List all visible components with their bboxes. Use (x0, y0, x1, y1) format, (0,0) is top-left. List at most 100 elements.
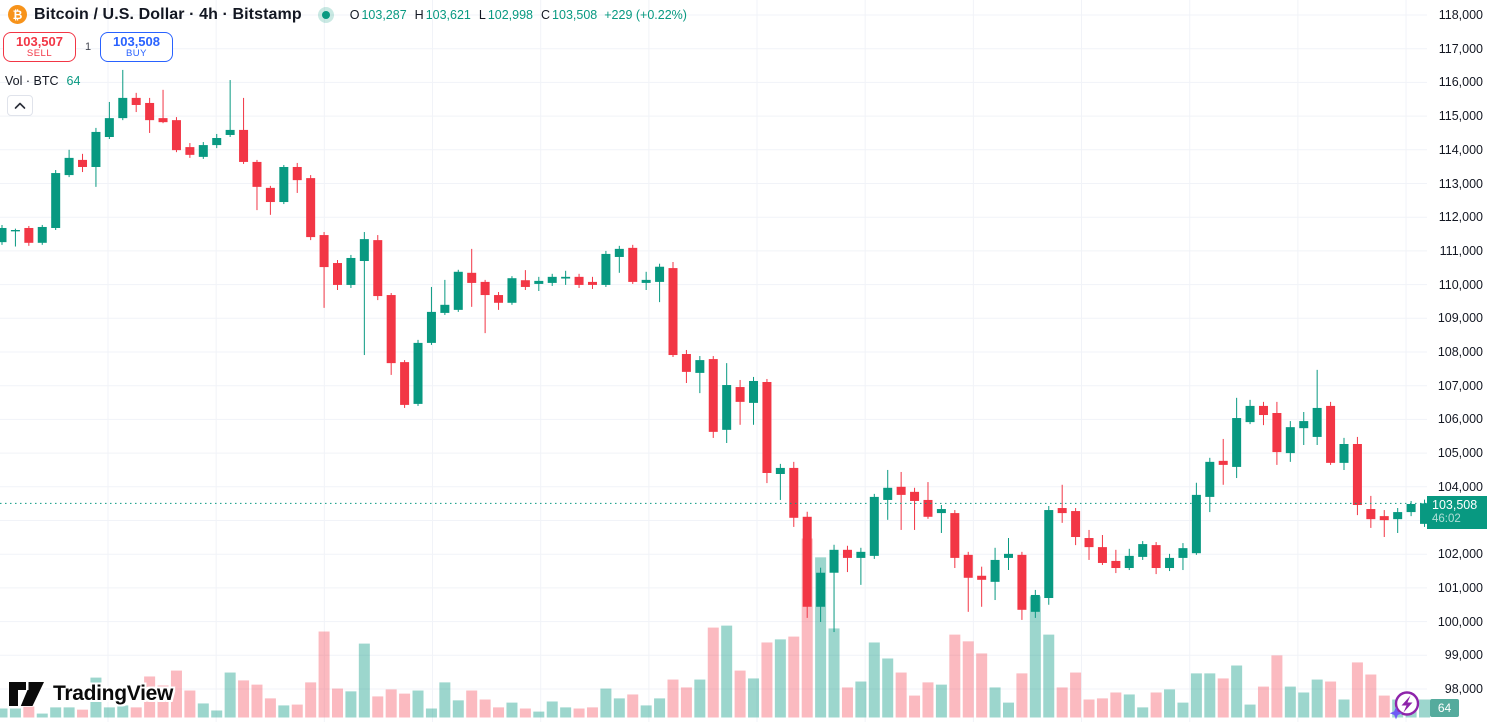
candle-body (453, 271, 463, 310)
volume-bar (318, 631, 330, 718)
candle-body (1097, 547, 1107, 563)
buy-button[interactable]: 103,508 BUY (100, 32, 173, 62)
price-tick-label: 115,000 (1438, 109, 1483, 124)
candle-body (440, 304, 450, 313)
candle-body (91, 131, 101, 167)
volume-bar (103, 707, 115, 718)
volume-bar (748, 678, 760, 718)
candle-body (681, 354, 691, 372)
price-tick-label: 109,000 (1437, 311, 1483, 326)
volume-bar (224, 672, 236, 718)
volume-bar (1217, 678, 1229, 718)
tradingview-logo[interactable]: TradingView (8, 681, 173, 707)
volume-bar (1043, 634, 1055, 718)
volume-bar (439, 682, 451, 718)
price-tick-label: 104,000 (1437, 479, 1483, 494)
candle-body (279, 166, 289, 203)
volume-bar (170, 670, 182, 718)
tradingview-logo-icon (8, 681, 45, 707)
volume-bar (640, 705, 652, 718)
candle-body (1366, 509, 1376, 520)
candle-body (1138, 544, 1148, 557)
volume-bar (345, 691, 357, 718)
candle-body (856, 551, 866, 558)
candle-body (78, 159, 88, 167)
candle-body (400, 362, 410, 405)
market-status-icon[interactable] (317, 6, 334, 23)
volume-study-label: Vol · BTC (5, 74, 59, 88)
sell-label: SELL (26, 47, 53, 59)
candle-body (1272, 412, 1282, 453)
candle-body (265, 187, 275, 203)
price-tick-label: 114,000 (1438, 142, 1483, 157)
volume-bar (36, 713, 48, 718)
candle-body (1111, 560, 1121, 569)
open-label: O (349, 7, 360, 22)
candle-body (910, 491, 920, 501)
volume-bar (707, 627, 719, 718)
price-axis[interactable]: 118,000 117,000 116,000 115,000 114,000 113,0… (1437, 0, 1487, 722)
candle-body (641, 279, 651, 283)
price-tick-label: 113,000 (1438, 176, 1483, 191)
candle-body (896, 486, 906, 495)
candle-body (1352, 444, 1362, 505)
volume-bar (989, 687, 1001, 718)
candle-body (1245, 405, 1255, 423)
price-tick-label: 105,000 (1437, 446, 1483, 461)
volume-bar (1056, 687, 1068, 718)
volume-bar (1351, 662, 1363, 718)
candle-body (10, 230, 20, 232)
volume-bar (9, 708, 21, 718)
volume-bar (144, 676, 156, 718)
sell-button[interactable]: 103,507 SELL (3, 32, 76, 62)
volume-bar (0, 708, 8, 718)
candle-body (802, 516, 812, 607)
symbol-title[interactable]: Bitcoin / U.S. Dollar · 4h · Bitstamp (34, 5, 302, 23)
volume-bar (815, 557, 827, 718)
ohlc-values: O 103,287 H 103,621 L 102,998 C 103,508 +229… (350, 8, 687, 22)
current-price-label: 103,508 (1432, 498, 1478, 512)
volume-bar (1419, 699, 1431, 718)
volume-bar (278, 705, 290, 718)
volume-bar (935, 684, 947, 718)
volume-bar (1190, 673, 1202, 718)
current-volume-badge: 64 (1430, 699, 1459, 717)
candle-body (1165, 557, 1175, 569)
price-tick-label: 102,000 (1437, 547, 1483, 562)
candle-body (131, 97, 141, 105)
candle-body (480, 281, 490, 296)
volume-bar (197, 703, 209, 718)
symbol-header: ₿ Bitcoin / U.S. Dollar · 4h · Bitstamp … (8, 5, 687, 24)
boost-flash-icon[interactable] (1388, 690, 1422, 721)
sell-price: 103,507 (16, 34, 63, 50)
candle-body (655, 266, 665, 282)
low-label: L (478, 7, 486, 22)
buy-price: 103,508 (113, 34, 160, 50)
volume-study-row[interactable]: Vol · BTC 64 (5, 74, 80, 88)
volume-bar (694, 679, 706, 718)
volume-bar (841, 687, 853, 718)
volume-bar (479, 699, 491, 718)
candle-body (346, 257, 356, 285)
volume-bar (466, 690, 478, 718)
price-tick-label: 106,000 (1437, 412, 1483, 427)
bitcoin-icon: ₿ (8, 5, 27, 24)
candle-body (0, 227, 7, 243)
candle-body (762, 381, 772, 473)
high-label: H (414, 7, 424, 22)
volume-bar (1338, 699, 1350, 718)
volume-bar (130, 707, 142, 718)
current-price-badge: 103,508 46:02 (1427, 496, 1487, 529)
candle-body (373, 240, 383, 297)
volume-bar (600, 688, 612, 718)
candle-body (1178, 548, 1188, 558)
candle-body (1057, 508, 1067, 514)
volume-bar (506, 702, 518, 718)
candle-body (185, 147, 195, 155)
volume-bar (372, 696, 384, 718)
collapse-pane-button[interactable] (7, 95, 33, 116)
volume-bar (721, 625, 733, 718)
price-tick-label: 101,000 (1437, 580, 1483, 595)
volume-bar (23, 706, 35, 718)
